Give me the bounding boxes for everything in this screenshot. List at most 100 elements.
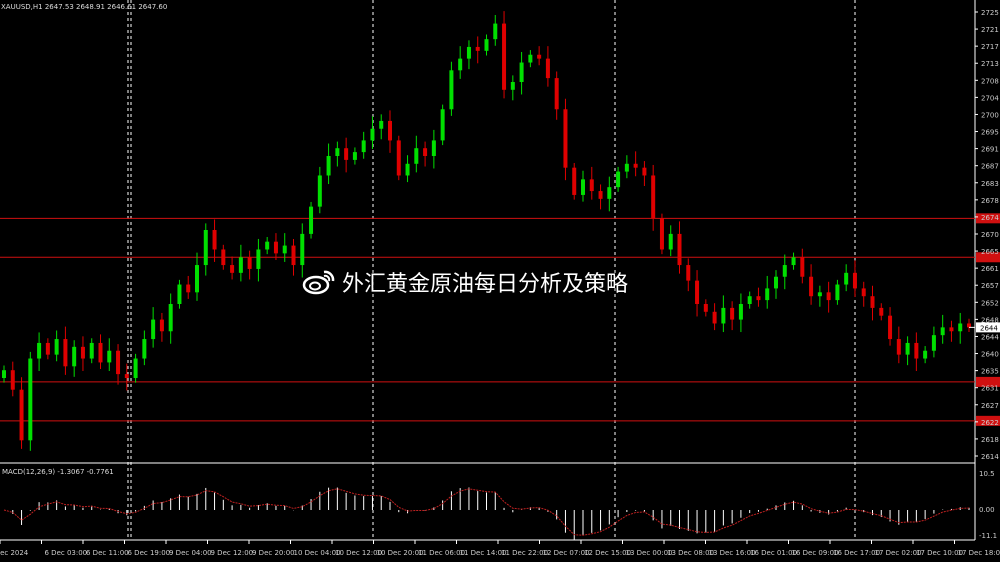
candle-body — [309, 206, 314, 234]
candle-body — [835, 284, 840, 301]
candle-body — [765, 288, 770, 301]
candle-body — [230, 265, 235, 273]
candle-body — [98, 342, 103, 363]
candle-body — [607, 187, 612, 199]
candle-body — [598, 191, 603, 199]
candle-body — [124, 374, 129, 378]
time-label: 13 Dec 00:00 — [626, 549, 673, 557]
candle-body — [247, 257, 252, 269]
candle-body — [273, 241, 278, 254]
candle-body — [2, 370, 6, 378]
candle-body — [221, 249, 226, 266]
time-label: 11 Dec 14:00 — [460, 549, 507, 557]
candle-body — [89, 342, 94, 359]
candle-body — [291, 245, 296, 266]
price-label: 2687 — [981, 163, 999, 171]
price-label: 2644 — [981, 333, 999, 341]
price-label: 2640 — [981, 351, 999, 359]
candle-body — [116, 350, 121, 375]
macd-axis-label: 10.5 — [979, 470, 995, 478]
candle-body — [63, 339, 68, 367]
candle-body — [300, 233, 305, 266]
candle-body — [186, 284, 191, 293]
candle-body — [554, 78, 559, 110]
candle-body — [870, 296, 875, 308]
price-label: 2695 — [981, 129, 999, 137]
candle-body — [686, 265, 691, 281]
candle-body — [756, 296, 761, 301]
price-label: 2627 — [981, 402, 999, 410]
candle-body — [326, 156, 331, 176]
candle-body — [624, 163, 629, 172]
time-label: 9 Dec 04:00 — [169, 549, 212, 557]
candle-body — [519, 62, 524, 82]
time-label: 12 Dec 15:00 — [584, 549, 631, 557]
candle-body — [826, 292, 831, 301]
candle-body — [414, 148, 419, 164]
price-label: 2648 — [981, 316, 999, 324]
candle-body — [572, 167, 577, 195]
candle-body — [440, 109, 445, 141]
candle-body — [151, 319, 156, 340]
candle-body — [177, 284, 182, 304]
time-label: 6 Dec 11:00 — [86, 549, 129, 557]
candle-body — [335, 148, 340, 156]
price-label: 2717 — [981, 43, 999, 51]
candle-body — [879, 307, 884, 316]
candle-body — [133, 358, 138, 378]
candle-body — [659, 218, 664, 250]
candle-body — [142, 339, 147, 359]
candle-body — [379, 120, 384, 129]
price-label: 2614 — [981, 453, 999, 461]
time-label: 11 Dec 06:00 — [418, 549, 465, 557]
candle-body — [431, 140, 436, 156]
candle-body — [616, 171, 621, 188]
price-label: 2725 — [981, 9, 999, 17]
candle-body — [958, 323, 963, 332]
candle-body — [712, 311, 717, 324]
candle-body — [317, 175, 322, 207]
candle-body — [817, 292, 822, 297]
candle-body — [896, 339, 901, 355]
candle-body — [844, 272, 849, 285]
candle-body — [967, 323, 971, 328]
time-label: 10 Dec 20:00 — [377, 549, 424, 557]
price-label: 2652 — [981, 299, 999, 307]
price-label: 2713 — [981, 60, 999, 68]
price-label: 2674 — [981, 214, 999, 222]
candle-body — [458, 58, 463, 71]
watermark-text: 外汇黄金原油每日分析及策略 — [342, 272, 629, 297]
price-label: 2635 — [981, 368, 999, 376]
price-label: 2665 — [981, 248, 999, 256]
candle-body — [28, 358, 33, 441]
candle-body — [10, 370, 15, 390]
candle-body — [388, 120, 392, 141]
candle-body — [72, 346, 77, 367]
price-label: 2631 — [981, 385, 999, 393]
candle-body — [695, 280, 700, 304]
candle-body — [510, 82, 515, 90]
price-label: 2657 — [981, 282, 999, 290]
candle-body — [923, 350, 928, 359]
time-label: 6 Dec 19:00 — [128, 549, 171, 557]
candle-body — [528, 54, 533, 63]
price-label: 2661 — [981, 265, 999, 273]
time-label: 17 Dec 10:00 — [916, 549, 963, 557]
candle-body — [466, 46, 471, 59]
candle-body — [563, 109, 568, 168]
candle-body — [537, 54, 542, 59]
candle-body — [475, 46, 480, 51]
candle-body — [642, 167, 647, 176]
level-price-tag — [976, 415, 1000, 426]
candle-body — [344, 148, 349, 160]
candle-body — [195, 265, 199, 293]
candle-body — [265, 241, 270, 250]
candle-body — [668, 233, 673, 250]
candle-body — [423, 148, 428, 156]
candle-body — [791, 257, 796, 266]
candle-body — [502, 23, 507, 90]
level-price-tag — [976, 213, 1000, 224]
time-label: 9 Dec 20:00 — [252, 549, 295, 557]
price-label: 2704 — [981, 94, 999, 102]
